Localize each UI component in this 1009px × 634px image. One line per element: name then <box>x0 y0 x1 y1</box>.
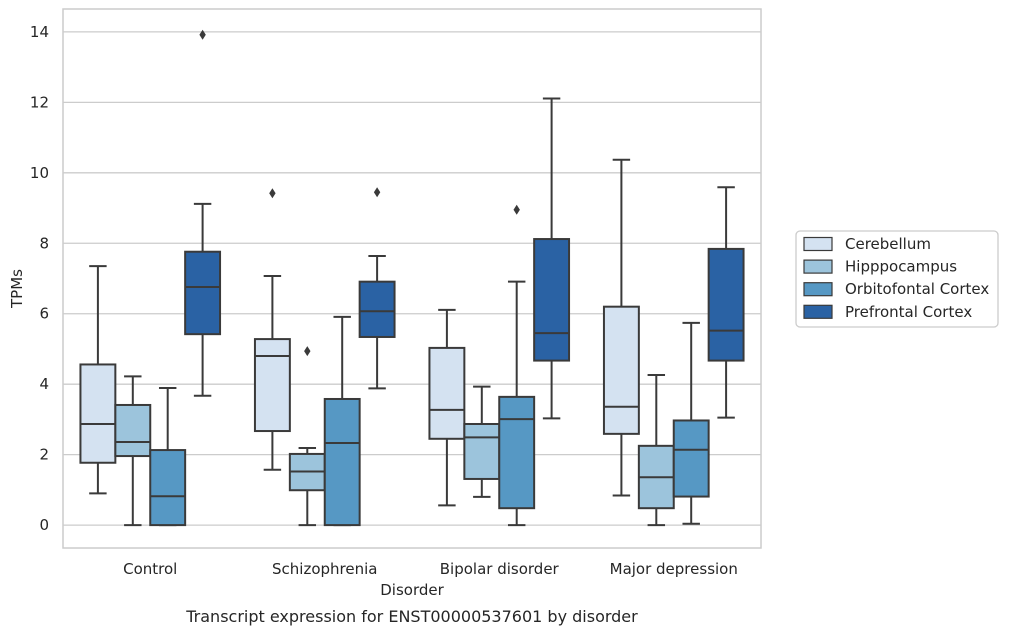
y-tick-label: 6 <box>39 305 49 323</box>
y-tick-label: 10 <box>30 164 49 182</box>
legend-swatch <box>803 282 833 297</box>
box-2-0 <box>428 308 466 507</box>
y-tick-label: 0 <box>39 516 49 534</box>
legend-label: Cerebellum <box>845 235 931 253</box>
y-tick-label: 14 <box>30 23 49 41</box>
y-tick-label: 8 <box>39 234 49 252</box>
box-0-0 <box>79 265 117 495</box>
box-0-1 <box>114 375 152 527</box>
box-1-1 <box>288 346 326 527</box>
box-iqr <box>602 305 640 435</box>
box-iqr <box>323 397 361 527</box>
box-3-2 <box>672 321 710 525</box>
outlier-point <box>513 204 520 215</box>
box-iqr <box>149 449 187 527</box>
outlier-point <box>373 187 381 198</box>
box-iqr <box>463 422 501 480</box>
box-2-1 <box>463 385 501 498</box>
y-tick-labels: 0 2 4 6 8 10 12 14 <box>30 23 49 534</box>
legend-swatch <box>803 304 833 319</box>
box-iqr <box>184 250 222 336</box>
box-0-3 <box>184 29 222 397</box>
box-iqr <box>498 395 536 510</box>
box-1-3 <box>358 187 396 390</box>
x-tick-label: Control <box>123 560 177 578</box>
legend-label: Hipppocampus <box>845 258 957 276</box>
box-iqr <box>79 363 117 464</box>
x-tick-label: Bipolar disorder <box>440 560 560 578</box>
box-2-3 <box>533 97 571 420</box>
x-tick-label: Schizophrenia <box>272 560 377 578</box>
legend-swatch <box>803 259 833 274</box>
y-tick-label: 2 <box>39 446 49 464</box>
box-iqr <box>533 238 571 362</box>
y-tick-label: 12 <box>30 93 49 111</box>
box-0-2 <box>149 387 187 527</box>
box-iqr <box>358 280 396 338</box>
box-3-1 <box>637 374 675 527</box>
outlier-point <box>199 29 206 40</box>
plot-area-frame <box>62 8 762 549</box>
y-axis-title: TPMs <box>8 269 26 309</box>
legend-label: Prefrontal Cortex <box>845 303 972 321</box>
box-iqr <box>253 338 291 433</box>
outlier-point <box>269 188 276 199</box>
y-tick-label: 4 <box>39 375 49 393</box>
legend-swatch <box>803 236 833 252</box>
box-2-2 <box>498 204 536 527</box>
x-tick-labels: Control Schizophrenia Bipolar disorder Majo… <box>123 560 738 578</box>
box-iqr <box>428 346 466 440</box>
x-axis-title: Disorder <box>380 581 444 599</box>
box-3-0 <box>602 158 640 497</box>
box-1-0 <box>253 188 291 471</box>
box-3-3 <box>707 186 745 419</box>
legend: Cerebellum Hipppocampus Orbitofontal Corte… <box>795 230 999 328</box>
x-tick-label: Major depression <box>610 560 738 578</box>
box-1-2 <box>323 315 361 527</box>
box-iqr <box>672 419 710 498</box>
box-layer <box>79 29 745 527</box>
chart-caption: Transcript expression for ENST0000053760… <box>185 607 638 626</box>
outlier-point <box>304 346 311 357</box>
legend-frame <box>795 230 999 328</box>
box-iqr <box>114 403 152 458</box>
legend-label: Orbitofontal Cortex <box>845 280 989 298</box>
box-iqr <box>707 247 745 362</box>
